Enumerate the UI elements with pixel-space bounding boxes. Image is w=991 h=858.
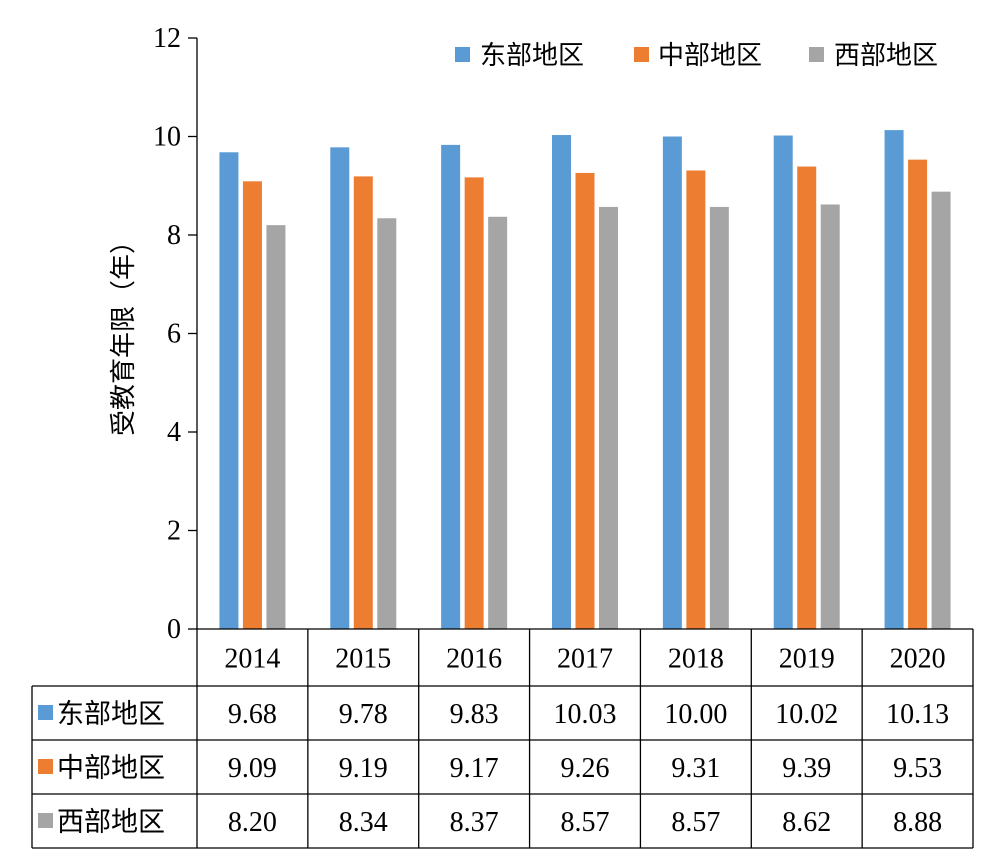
table-row-label: 东部地区: [57, 699, 165, 730]
bar: [441, 144, 461, 629]
table-row-swatch: [38, 705, 53, 720]
x-tick-label: 2018: [668, 644, 724, 675]
bar: [552, 135, 571, 629]
bar: [686, 170, 706, 630]
legend-swatch: [634, 47, 649, 62]
data-label: 8.20: [228, 807, 277, 838]
data-label: 8.62: [782, 807, 831, 838]
data-label: 8.37: [450, 807, 499, 838]
bar: [773, 135, 793, 629]
y-tick-label: 0: [167, 614, 181, 645]
data-label: 9.53: [893, 753, 942, 784]
y-axis-label: 受教育年限（年）: [109, 228, 139, 436]
y-axis: 0 2 4 6 8 10 12: [153, 23, 198, 645]
bar: [599, 206, 618, 630]
data-label: 10.13: [886, 699, 949, 730]
y-tick-label: 4: [167, 417, 181, 448]
table-row-swatch: [38, 759, 53, 774]
data-label: 9.78: [339, 699, 388, 730]
data-label: 9.09: [228, 753, 277, 784]
y-tick-label: 6: [167, 319, 181, 350]
x-tick-label: 2019: [779, 644, 835, 675]
data-label: 8.88: [893, 807, 942, 838]
x-tick-label: 2014: [224, 644, 280, 675]
data-label: 9.26: [561, 753, 610, 784]
bar: [488, 216, 508, 629]
bar: [884, 130, 904, 629]
data-label: 8.34: [339, 807, 388, 838]
y-tick-label: 8: [167, 220, 181, 251]
data-label: 10.03: [554, 699, 617, 730]
bar: [575, 172, 595, 629]
data-label: 9.19: [339, 753, 388, 784]
y-axis-title: 受教育年限（年）: [109, 228, 139, 436]
bar: [820, 204, 840, 629]
bar: [377, 218, 397, 629]
bar: [931, 191, 951, 629]
data-label: 10.02: [775, 699, 838, 730]
bar: [219, 152, 239, 629]
x-tick-label: 2020: [890, 644, 946, 675]
bar: [242, 181, 262, 629]
bar: [908, 159, 928, 629]
x-tick-label: 2015: [335, 644, 391, 675]
data-label: 9.39: [782, 753, 831, 784]
y-tick-label: 10: [153, 122, 181, 153]
data-label: 9.68: [228, 699, 277, 730]
bar: [464, 177, 484, 629]
bar: [330, 147, 350, 629]
legend-swatch: [809, 47, 824, 62]
bar: [353, 176, 373, 629]
data-label: 9.17: [450, 753, 499, 784]
bar-series: [219, 130, 951, 630]
bar: [797, 166, 817, 630]
bar: [266, 225, 286, 629]
legend-swatch: [455, 47, 470, 62]
legend-label: 西部地区: [834, 41, 938, 71]
data-label: 9.83: [450, 699, 499, 730]
legend-label: 中部地区: [658, 41, 762, 71]
data-label: 9.31: [671, 753, 720, 784]
bar: [709, 206, 729, 630]
data-label: 10.00: [664, 699, 727, 730]
data-label: 8.57: [561, 807, 610, 838]
y-tick-label: 12: [153, 23, 181, 54]
legend: 东部地区 中部地区 西部地区: [455, 41, 938, 71]
x-tick-label: 2017: [557, 644, 613, 675]
data-label: 8.57: [671, 807, 720, 838]
x-tick-label: 2016: [446, 644, 502, 675]
legend-label: 东部地区: [480, 41, 584, 71]
table-row-label: 中部地区: [57, 753, 165, 784]
table-row-label: 西部地区: [57, 807, 165, 838]
y-tick-label: 2: [167, 516, 181, 547]
bar: [662, 136, 682, 629]
table-row-swatch: [38, 813, 53, 828]
data-table: 2014 2015 2016 2017 2018 2019 2020 东部地区 9.68 9.78…: [31, 628, 974, 849]
